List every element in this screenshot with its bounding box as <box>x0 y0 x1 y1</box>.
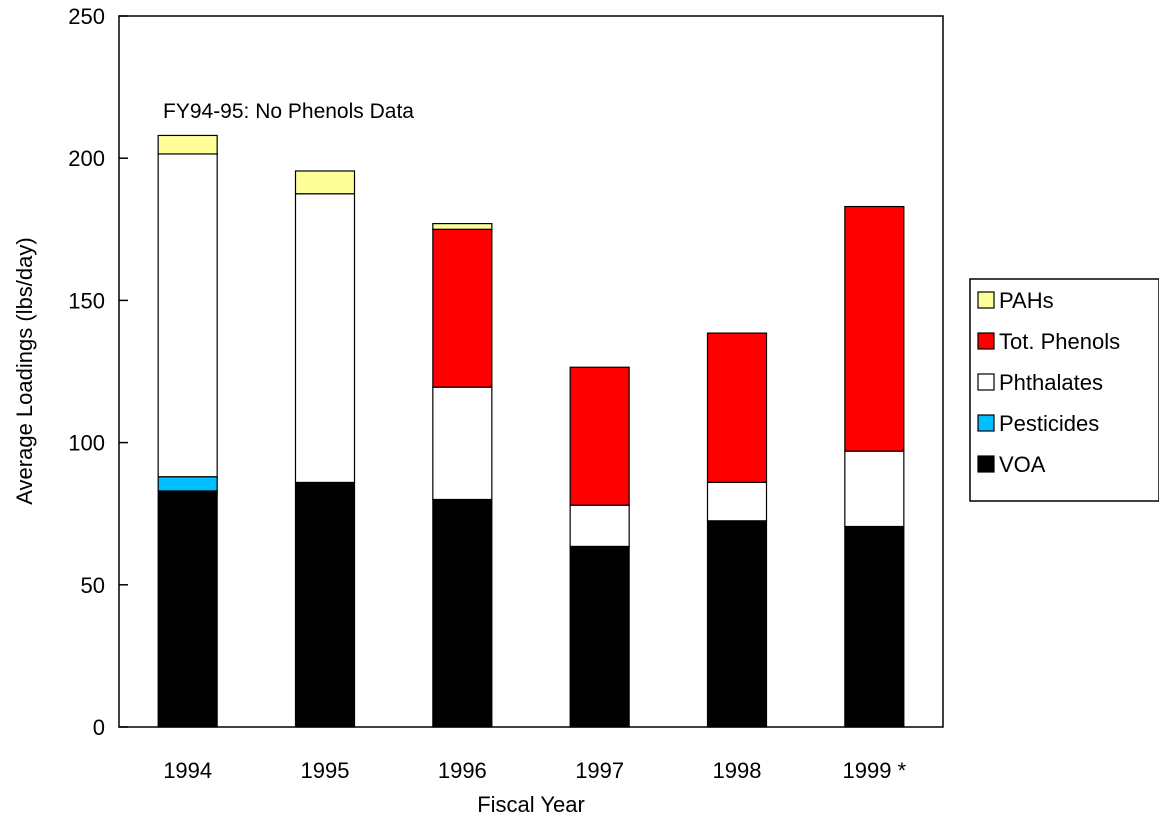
bar-segment <box>706 332 768 484</box>
bar-segment <box>569 366 630 506</box>
y-tick-label: 250 <box>68 4 105 29</box>
annotation: FY94-95: No Phenols Data <box>163 100 414 123</box>
legend-swatch <box>977 291 995 309</box>
bar-segment <box>432 223 493 230</box>
bar-segment <box>432 498 493 728</box>
legend-swatch <box>977 414 995 432</box>
bar-segment <box>844 525 905 728</box>
legend-items: PAHs Tot. Phenols Phthalates Pesticides VOA <box>977 288 1120 477</box>
y-axis: 0 50 100 150 200 250 <box>68 4 128 740</box>
x-tick-label: 1999 * <box>843 758 907 783</box>
bar-segment <box>706 481 768 522</box>
bar-segment <box>294 170 356 195</box>
bar-segment <box>432 386 493 501</box>
legend-label: PAHs <box>999 288 1054 313</box>
legend-label: Tot. Phenols <box>999 329 1120 354</box>
x-axis-title: Fiscal Year <box>477 792 585 817</box>
legend-swatch <box>977 373 995 391</box>
legend-label: VOA <box>999 452 1046 477</box>
y-tick-label: 150 <box>68 288 105 313</box>
bar-segment <box>294 193 356 484</box>
bar-segment <box>294 481 356 728</box>
x-tick-label: 1994 <box>163 758 212 783</box>
plot-area <box>118 15 944 728</box>
bars-group <box>157 134 905 728</box>
x-tick-label: 1998 <box>713 758 762 783</box>
bar-segment <box>569 545 630 728</box>
y-tick-label: 200 <box>68 146 105 171</box>
legend-swatch <box>977 455 995 473</box>
bar-segment <box>432 228 493 388</box>
x-tick-label: 1997 <box>575 758 624 783</box>
legend-box <box>969 278 1159 502</box>
x-tick-label: 1995 <box>301 758 350 783</box>
y-tick-label: 0 <box>93 715 105 740</box>
bar-segment <box>157 134 218 155</box>
bar-segment <box>157 153 218 478</box>
bar-segment <box>157 476 218 492</box>
bar-segment <box>157 490 218 728</box>
y-tick-label: 100 <box>68 431 105 456</box>
y-axis-title: Average Loadings (lbs/day) <box>12 237 37 504</box>
legend-label: Pesticides <box>999 411 1099 436</box>
x-tick-label: 1996 <box>438 758 487 783</box>
legend-swatch <box>977 332 995 350</box>
x-axis: 1994 1995 1996 1997 1998 1999 * <box>163 758 906 783</box>
legend-label: Phthalates <box>999 370 1103 395</box>
y-tick-label: 50 <box>81 573 105 598</box>
legend: PAHs Tot. Phenols Phthalates Pesticides VOA <box>969 278 1159 502</box>
bar-segment <box>706 520 768 728</box>
bar-segment <box>844 205 905 452</box>
bar-segment <box>569 504 630 548</box>
bar-segment <box>844 450 905 528</box>
